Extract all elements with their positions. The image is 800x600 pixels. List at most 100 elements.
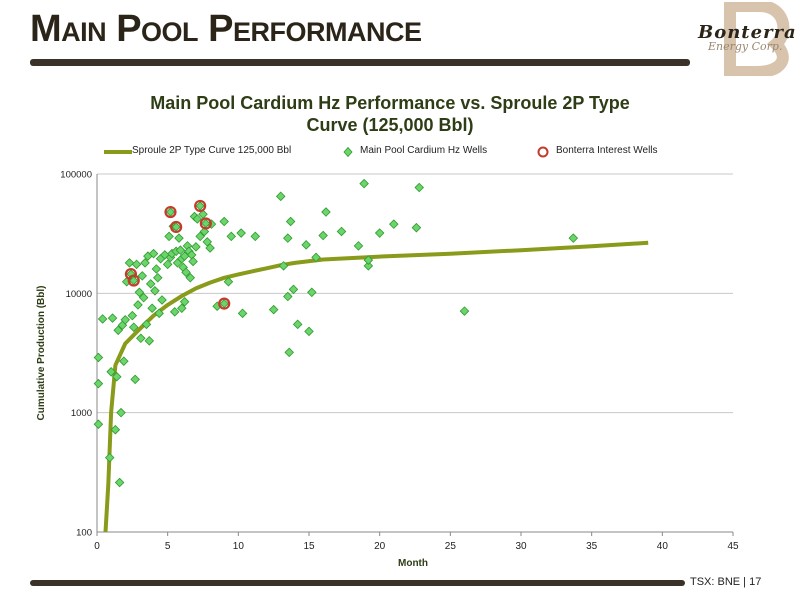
well-point [205, 243, 215, 253]
well-point [363, 261, 374, 271]
well-point [97, 314, 108, 324]
well-point [226, 231, 237, 242]
well-point [136, 333, 146, 344]
well-point [93, 419, 104, 429]
well-point [179, 296, 190, 307]
y-tick-label: 100000 [60, 170, 92, 181]
x-tick-label: 5 [165, 541, 171, 552]
well-point [145, 279, 156, 289]
well-point [181, 267, 191, 278]
well-point [185, 273, 196, 283]
well-point [199, 226, 210, 237]
well-point [321, 207, 331, 217]
well-point [137, 271, 147, 281]
well-point [411, 222, 422, 233]
well-point [131, 259, 142, 270]
well-point [162, 259, 173, 270]
well-point [237, 308, 248, 319]
well-point [363, 255, 374, 265]
well-point [301, 240, 311, 250]
well-point [292, 319, 303, 330]
well-point [148, 248, 159, 259]
well-point [164, 231, 174, 242]
x-tick-label: 20 [374, 541, 386, 552]
well-point [288, 284, 299, 295]
well-point [120, 315, 131, 325]
well-point [191, 242, 201, 252]
well-point [223, 277, 234, 287]
well-point [374, 228, 385, 238]
well-point [93, 352, 104, 363]
footer-text: TSX: BNE | 17 [690, 576, 762, 588]
well-point [114, 477, 125, 488]
well-point [133, 300, 143, 310]
well-point [219, 216, 229, 227]
company-logo: Bonterra Energy Corp. [690, 2, 800, 76]
slide-title: Main Pool Performance [30, 8, 422, 50]
y-axis-title: Cumulative Production (Bbl) [36, 286, 47, 421]
footer-divider [30, 580, 685, 586]
interest-well-point [218, 297, 231, 310]
well-point [174, 233, 184, 243]
well-point [107, 313, 118, 323]
y-tick-label: 1000 [71, 408, 92, 419]
well-point [284, 347, 294, 358]
well-point [113, 325, 123, 336]
interest-well-point [170, 220, 183, 234]
logo-tagline: Energy Corp. [708, 40, 783, 53]
well-point [147, 303, 157, 314]
chart-title: Main Pool Cardium Hz Performance vs. Spr… [100, 92, 680, 136]
well-point [175, 245, 186, 255]
well-point [134, 287, 145, 298]
well-point [359, 178, 369, 189]
well-point [336, 226, 347, 237]
y-tick-label: 100 [76, 528, 92, 539]
interest-well-point [194, 199, 207, 213]
well-point [459, 306, 470, 316]
well-point [318, 230, 328, 241]
well-point [140, 258, 150, 268]
well-point [157, 295, 167, 305]
well-point [144, 336, 155, 346]
well-point [268, 304, 279, 315]
chart-title-line-2: Curve (125,000 Bbl) [306, 115, 474, 135]
well-point [278, 261, 289, 271]
well-point [283, 291, 293, 302]
well-point [311, 252, 321, 263]
well-point [141, 319, 152, 330]
well-point [304, 326, 314, 337]
chart-title-line-1: Main Pool Cardium Hz Performance vs. Spr… [150, 93, 630, 113]
legend-label: Bonterra Interest Wells [556, 145, 658, 156]
type-curve-line [103, 240, 649, 533]
title-divider [30, 59, 690, 66]
well-point [112, 371, 122, 382]
logo-wordmark: Bonterra [698, 22, 797, 43]
well-point [110, 424, 121, 435]
well-point [127, 310, 138, 321]
logo-b-mark-icon [724, 2, 790, 76]
well-point [236, 228, 246, 238]
legend-label: Sproule 2P Type Curve 125,000 Bbl [132, 145, 292, 156]
x-tick-label: 35 [586, 541, 598, 552]
legend-label: Main Pool Cardium Hz Wells [360, 145, 488, 156]
well-point [195, 231, 205, 242]
legend-diamond-icon [343, 146, 353, 158]
x-tick-label: 30 [515, 541, 527, 552]
well-point [151, 264, 162, 274]
x-tick-label: 25 [445, 541, 457, 552]
well-point [150, 286, 160, 296]
well-point [353, 241, 364, 251]
x-tick-label: 10 [233, 541, 245, 552]
well-point [307, 287, 317, 298]
interest-well-point [127, 274, 140, 287]
y-tick-label: 10000 [66, 289, 92, 300]
well-point [192, 214, 203, 224]
well-point [250, 231, 261, 242]
well-point [106, 367, 116, 377]
well-point [153, 273, 163, 283]
well-point [128, 322, 139, 332]
x-axis-title: Month [398, 558, 428, 569]
legend-line-icon [104, 150, 132, 154]
x-tick-label: 15 [303, 541, 315, 552]
well-point [275, 191, 286, 202]
